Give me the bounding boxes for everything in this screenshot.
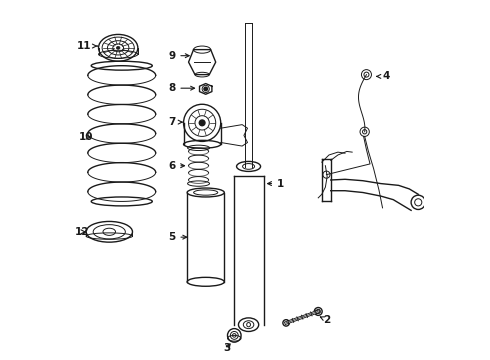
Circle shape [199, 120, 205, 126]
Ellipse shape [117, 46, 120, 49]
Text: 9: 9 [168, 51, 189, 61]
Text: 10: 10 [79, 132, 93, 142]
Text: 6: 6 [168, 161, 185, 171]
Text: 4: 4 [377, 71, 390, 81]
Text: 8: 8 [168, 83, 195, 93]
Text: 5: 5 [168, 232, 187, 242]
Text: 12: 12 [75, 227, 90, 237]
Circle shape [204, 87, 207, 91]
Text: 11: 11 [77, 41, 97, 51]
Text: 2: 2 [320, 315, 331, 325]
Text: 3: 3 [223, 343, 231, 353]
Text: 1: 1 [268, 179, 284, 189]
Text: 7: 7 [168, 117, 182, 127]
